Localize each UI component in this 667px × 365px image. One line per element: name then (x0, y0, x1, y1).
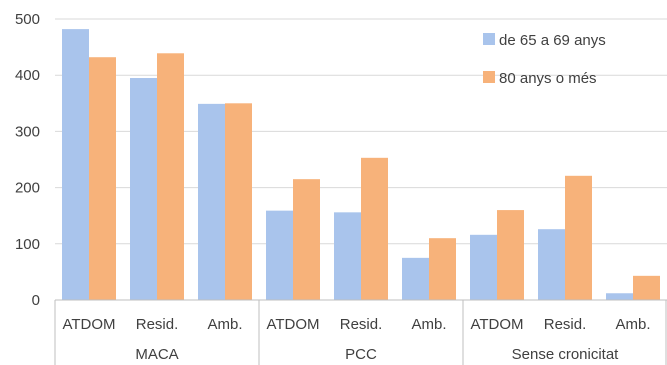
legend: de 65 a 69 anys 80 anys o més (483, 32, 606, 87)
bar-80-o-mes (429, 238, 456, 300)
group-label: MACA (135, 346, 178, 363)
y-tick-label: 100 (15, 236, 40, 253)
y-tick-label: 300 (15, 123, 40, 140)
x-tick-label: Resid. (544, 316, 587, 333)
bar-de-65-a-69 (198, 103, 225, 300)
bar-80-o-mes (157, 53, 184, 301)
y-tick-label: 500 (15, 11, 40, 28)
y-tick-label: 0 (32, 292, 40, 309)
x-tick-label: ATDOM (266, 316, 319, 333)
x-tick-label: ATDOM (62, 316, 115, 333)
y-tick-label: 400 (15, 67, 40, 84)
x-tick-label: ATDOM (470, 316, 523, 333)
x-axis: ATDOM Resid. Amb. ATDOM Resid. Amb. ATDOM Resid… (54, 299, 667, 365)
bar-de-65-a-69 (402, 257, 429, 300)
bar-de-65-a-69 (130, 78, 157, 300)
bar-de-65-a-69 (606, 293, 633, 300)
legend-label-de-65-a-69: de 65 a 69 anys (499, 32, 606, 49)
legend-swatch-80-o-mes (483, 71, 495, 83)
bar-80-o-mes (565, 175, 592, 300)
bar-80-o-mes (225, 103, 252, 300)
bar-80-o-mes (633, 275, 660, 300)
x-tick-label: Resid. (136, 316, 179, 333)
x-tick-label: Resid. (340, 316, 383, 333)
y-axis: 0 100 200 300 400 500 (15, 11, 40, 309)
bar-de-65-a-69 (334, 212, 361, 300)
x-tick-label: Amb. (615, 316, 650, 333)
bar-de-65-a-69 (470, 234, 497, 300)
bar-80-o-mes (361, 157, 388, 300)
bar-80-o-mes (293, 179, 320, 300)
legend-label-80-o-mes: 80 anys o més (499, 70, 597, 87)
bar-80-o-mes (497, 210, 524, 300)
bar-80-o-mes (89, 57, 116, 300)
group-label: PCC (345, 346, 377, 363)
bar-de-65-a-69 (538, 229, 565, 300)
legend-swatch-de-65-a-69 (483, 33, 495, 45)
bars (62, 29, 660, 301)
x-tick-label: Amb. (411, 316, 446, 333)
bar-de-65-a-69 (266, 210, 293, 300)
x-tick-label: Amb. (207, 316, 242, 333)
y-tick-label: 200 (15, 180, 40, 197)
group-label: Sense cronicitat (512, 346, 620, 363)
bar-de-65-a-69 (62, 29, 89, 301)
